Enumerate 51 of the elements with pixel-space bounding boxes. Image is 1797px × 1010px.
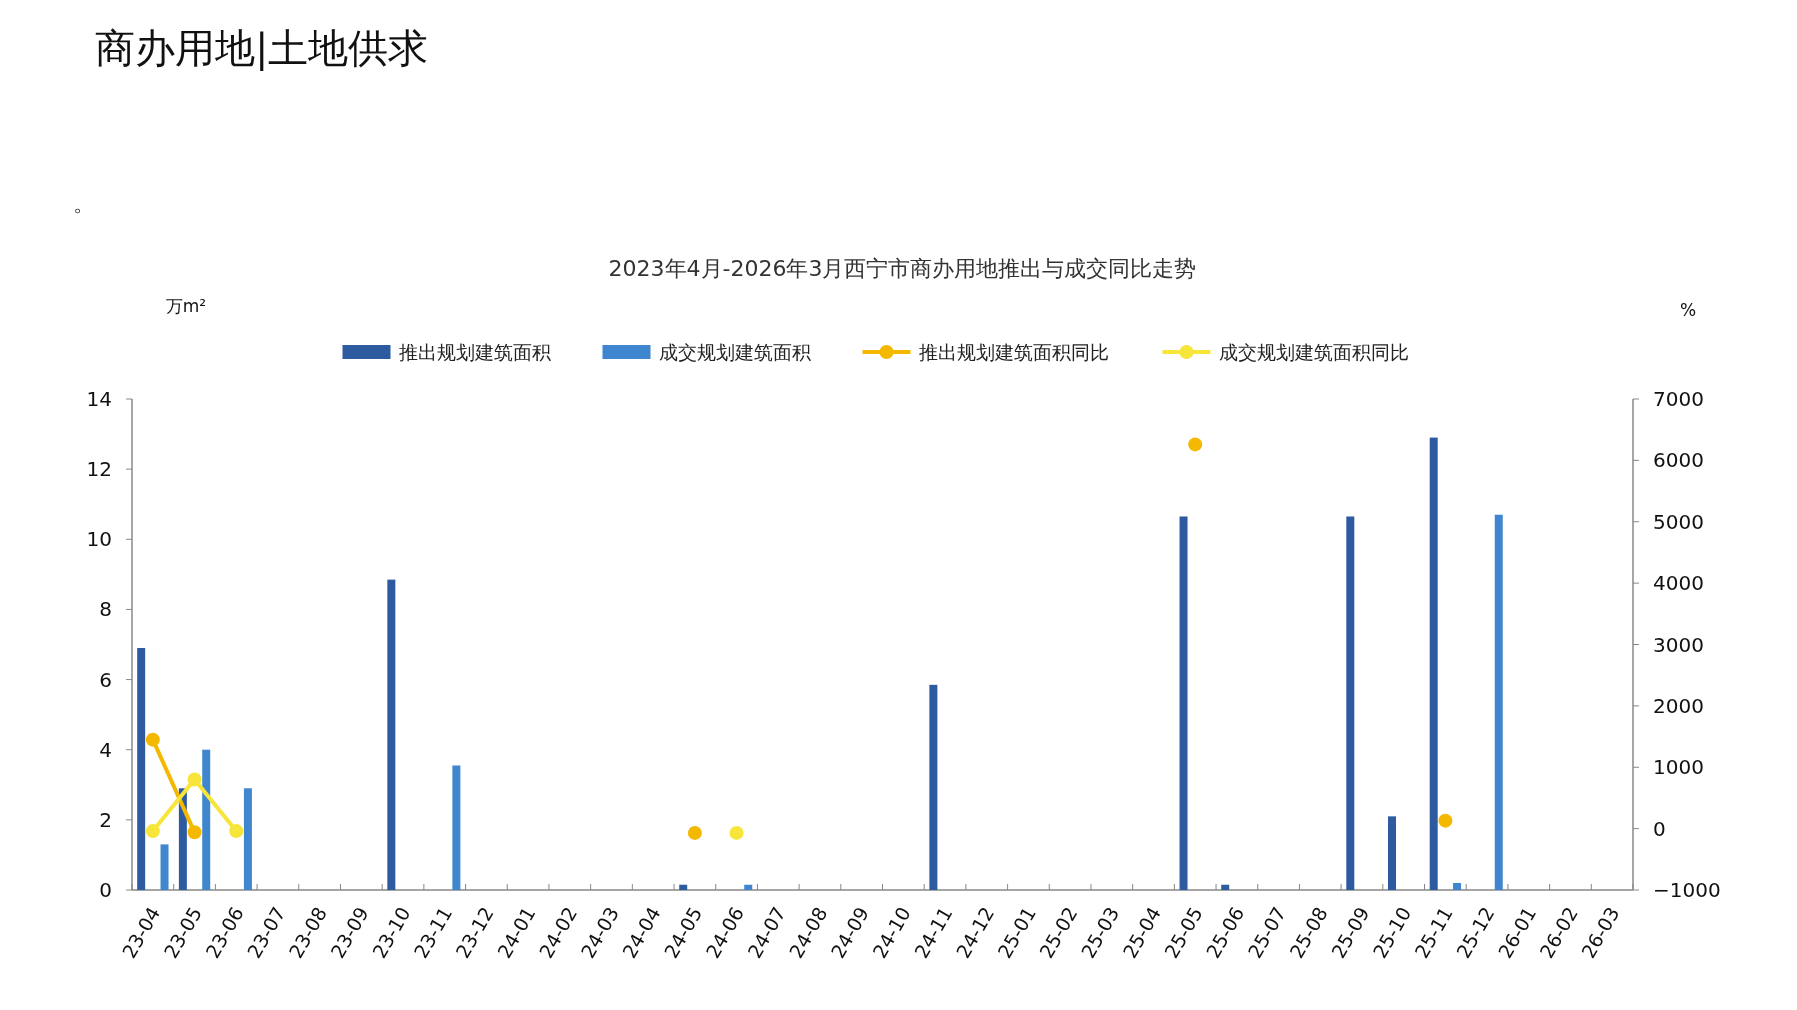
bar — [744, 884, 753, 890]
bar — [387, 579, 396, 890]
bar — [1453, 882, 1462, 890]
bar — [1494, 514, 1503, 890]
y2-tick-label: 3000 — [1653, 632, 1704, 657]
point — [187, 825, 202, 840]
bar — [1346, 516, 1355, 890]
bar — [202, 749, 211, 890]
y-tick-label: 12 — [86, 457, 112, 482]
y2-tick-label: 6000 — [1653, 448, 1704, 473]
y-tick-label: 0 — [99, 878, 112, 902]
point — [1188, 437, 1203, 452]
text: 。 — [73, 191, 95, 216]
y2-tick-label: 2000 — [1653, 693, 1704, 718]
bar — [160, 844, 169, 890]
chart-title: 商办用地|土地供求 — [95, 25, 429, 71]
point — [1438, 813, 1453, 828]
legend-label: 成交规划建筑面积同比 — [1218, 341, 1409, 363]
point — [729, 825, 744, 840]
bar — [679, 884, 688, 890]
y-tick-label: 6 — [99, 667, 112, 692]
bar — [137, 648, 146, 890]
bar — [929, 684, 938, 890]
bar — [1221, 884, 1230, 890]
point — [187, 772, 202, 787]
bar — [1388, 816, 1397, 890]
y2-tick-label: 0 — [1653, 816, 1666, 841]
legend-label: 推出规划建筑面积同比 — [918, 341, 1109, 363]
y-tick-label: 8 — [99, 597, 112, 622]
y2-axis-title: % — [1679, 300, 1697, 320]
y2-tick-label: 7000 — [1653, 387, 1704, 411]
y2-tick-label: 5000 — [1653, 509, 1704, 534]
point — [145, 824, 160, 839]
bar — [243, 788, 252, 890]
legend-label: 推出规划建筑面积 — [398, 341, 551, 363]
y-tick-label: 14 — [86, 387, 112, 411]
point — [687, 825, 702, 840]
point — [229, 824, 244, 839]
chart-subtitle: 2023年4月-2026年3月西宁市商办用地推出与成交同比走势 — [608, 256, 1197, 281]
point — [145, 732, 160, 747]
y-tick-label: 4 — [99, 737, 112, 762]
bar — [452, 765, 461, 890]
y2-tick-label: 4000 — [1653, 571, 1704, 596]
legend-label: 成交规划建筑面积 — [658, 341, 811, 363]
y-tick-label: 2 — [99, 807, 112, 832]
y-axis-title: 万m² — [165, 296, 207, 316]
bar — [1179, 516, 1188, 890]
y2-tick-label: 1000 — [1653, 755, 1704, 780]
y2-tick-label: −1000 — [1653, 878, 1721, 902]
y-tick-label: 10 — [86, 527, 112, 552]
bar — [1429, 437, 1438, 890]
